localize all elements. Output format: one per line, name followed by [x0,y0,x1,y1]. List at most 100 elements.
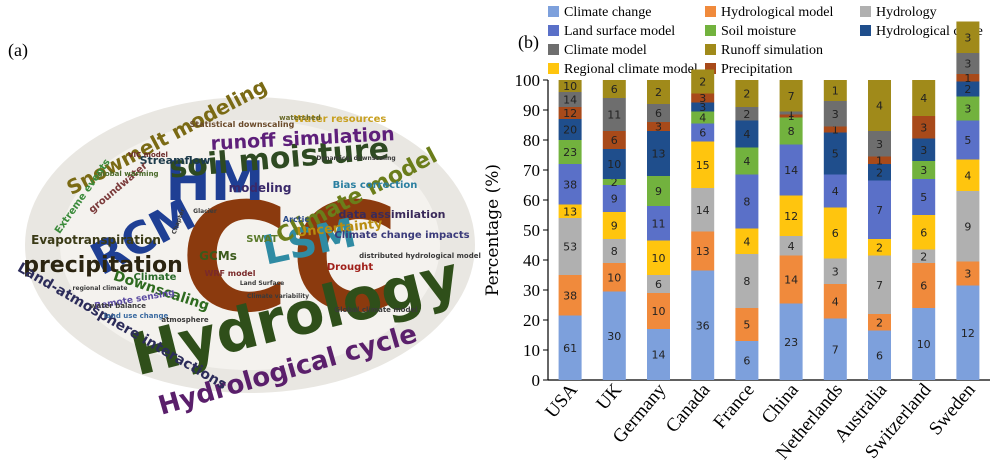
bar-data-label: 6 [832,227,839,240]
bar-segment [602,239,626,263]
legend-label: Climate model [564,43,647,58]
bar-data-label: 7 [876,204,883,217]
chart-legend: Climate change Hydrological model Hydrolog… [548,5,983,77]
bar-data-label: 3 [920,121,927,134]
bar-segment [558,204,582,218]
bar-segment [779,195,803,236]
bar-data-label: 14 [563,94,577,107]
bar-data-label: 5 [743,319,750,332]
bar-data-label: 7 [788,90,795,103]
word-cloud-word: Climate variability [247,293,309,300]
word-cloud-word: water balance [90,302,146,310]
word-cloud-word: Drought [327,262,373,273]
bar-segment [602,80,626,98]
bar-data-label: 30 [607,330,621,343]
bar-segment [912,80,936,116]
legend-label: Soil moisture [721,24,796,39]
legend-label: Regional climate model [564,62,698,77]
legend-swatch [705,6,716,17]
bar-data-label: 14 [652,349,666,362]
x-category-label: Canada [662,379,715,437]
bar-segment [558,275,582,316]
word-cloud-word: HM [166,150,265,213]
panel-a-label: (a) [8,40,28,61]
x-category-label: UK [592,380,626,415]
bar-segment [956,120,980,160]
bar-segment [956,159,980,191]
bar-segment [602,98,626,131]
bar-segment [868,255,891,314]
bar-segment [823,207,847,259]
bar-segment [823,258,847,284]
bar-segment [779,255,803,304]
bar-segment [823,101,847,127]
bar-segment [558,164,582,205]
chart-bars: 6138531338232012141030108992106116141061… [558,21,980,380]
bar-data-label: 2 [876,241,883,254]
bar-segment [823,174,847,208]
legend-label: Hydrological model [721,5,833,20]
bar-data-label: 3 [920,164,927,177]
legend-swatch [548,25,559,36]
bar-segment [691,69,715,94]
bar-data-label: 4 [832,185,839,198]
bar-data-label: 10 [563,80,577,93]
bar-segment [691,270,715,380]
bar-data-label: 6 [920,280,927,293]
bar-segment [912,215,936,250]
bar-data-label: 8 [611,245,618,258]
bar-data-label: 11 [652,217,666,230]
word-cloud-inner-background [60,120,440,370]
word-cloud-word: Dynamical downscaling [316,155,395,162]
bar-segment [691,102,715,112]
bar-segment [558,107,582,119]
word-cloud-word: Statistical downscaling [190,120,295,129]
bar-segment [823,80,847,101]
legend-swatch [860,25,871,36]
y-tick-label: 60 [523,191,540,210]
bar-segment [691,93,715,103]
bar-segment [956,81,980,97]
bar-data-label: 10 [652,305,666,318]
x-category-label: USA [541,380,582,423]
y-tick-label: 0 [532,371,541,390]
bar-data-label: 7 [832,343,839,356]
bar-data-label: 14 [784,164,798,177]
word-cloud-word: CC [180,172,400,346]
bar-segment [602,185,626,212]
bar-segment [602,179,626,185]
bar-segment [691,111,715,124]
bar-segment [779,111,803,115]
bar-segment [956,53,980,74]
bar-data-label: 1 [964,72,971,85]
legend-swatch [548,63,559,74]
bar-data-label: 1 [788,110,795,123]
bar-data-label: 2 [876,316,883,329]
bar-data-label: 13 [652,148,666,161]
bar-data-label: 2 [743,88,750,101]
bar-data-label: 6 [611,134,618,147]
bar-segment [558,80,582,92]
bar-data-label: 6 [699,127,706,140]
word-cloud-word: Climate change impacts [334,230,469,241]
bar-segment [647,131,670,176]
bar-segment [912,116,936,139]
bar-data-label: 4 [832,295,839,308]
bar-segment [735,80,759,107]
bar-data-label: 12 [784,210,798,223]
bar-segment [868,330,891,380]
bar-segment [558,140,582,164]
bar-data-label: 2 [920,250,927,263]
word-cloud-word: Water resources [294,114,387,125]
bar-segment [956,21,980,53]
legend-swatch [548,6,559,17]
bar-segment [823,132,847,175]
bar-data-label: 3 [699,101,706,114]
x-category-label: Sweden [925,379,980,439]
bar-segment [691,141,715,188]
bar-data-label: 6 [655,278,662,291]
bar-data-label: 6 [611,83,618,96]
bar-segment [912,179,936,215]
bar-segment [602,149,626,179]
bar-data-label: 4 [743,155,750,168]
